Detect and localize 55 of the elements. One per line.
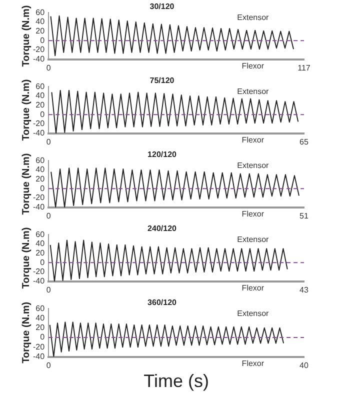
y-tick-label: -40 — [33, 202, 46, 212]
chart-title: 120/120 — [148, 150, 178, 160]
annotation: Extensor — [237, 308, 270, 318]
annotation: Extensor — [237, 86, 270, 96]
y-tick-label: -20 — [33, 342, 46, 352]
text: Flexor — [242, 210, 264, 219]
annotation: Extensor — [237, 160, 270, 170]
y-axis-title: Torque (N.m) — [20, 5, 32, 67]
y-axis-title: Torque (N.m) — [20, 79, 32, 141]
text: Flexor — [242, 62, 264, 71]
y-tick-label: -40 — [33, 276, 46, 286]
y-axis-title: Torque (N.m) — [20, 302, 32, 364]
y-tick-label: -20 — [33, 193, 46, 202]
x-tick-label: 43 — [300, 285, 309, 294]
y-tick-label: 40 — [36, 17, 46, 26]
y-tick-label: 20 — [36, 100, 46, 110]
y-tick-label: 60 — [36, 304, 46, 313]
y-tick-label: -40 — [33, 54, 46, 64]
y-tick-label: 60 — [36, 156, 46, 165]
y-tick-label: 40 — [36, 313, 46, 322]
y-tick-label: -20 — [33, 119, 46, 128]
x-tick-label: 51 — [300, 211, 309, 220]
y-tick-label: 60 — [36, 230, 46, 239]
y-tick-label: 40 — [36, 91, 46, 100]
x-axis-title: Time (s) — [144, 371, 209, 392]
y-tick-label: 20 — [36, 323, 46, 332]
x-tick-label: 65 — [300, 137, 309, 146]
text: Flexor — [242, 136, 264, 145]
chart-title: 240/120 — [148, 224, 178, 234]
y-tick-label: 0 — [40, 332, 46, 342]
y-tick-label: 20 — [36, 248, 46, 258]
y-tick-label: 40 — [36, 165, 46, 174]
chart-title: 75/120 — [150, 76, 175, 86]
y-tick-label: -40 — [33, 352, 46, 362]
x-tick-label: 117 — [298, 63, 311, 72]
annotation: Extensor — [237, 234, 270, 244]
annotation: Extensor — [237, 12, 270, 22]
y-tick-label: 0 — [40, 258, 46, 267]
chart-title: 30/120 — [150, 2, 175, 12]
y-axis-title: Torque (N.m) — [20, 227, 32, 289]
y-tick-label: 0 — [40, 36, 46, 45]
y-tick-label: -40 — [33, 128, 46, 138]
chart-title: 360/120 — [148, 298, 178, 308]
text: Flexor — [242, 284, 264, 293]
y-tick-label: 20 — [36, 26, 46, 36]
y-tick-label: 40 — [36, 239, 46, 248]
y-tick-label: 60 — [36, 82, 46, 91]
y-tick-label: -20 — [33, 45, 46, 54]
y-tick-label: -20 — [33, 267, 46, 276]
text: Flexor — [242, 359, 264, 368]
y-tick-label: 0 — [40, 184, 46, 193]
y-tick-label: 60 — [36, 8, 46, 17]
y-tick-label: 20 — [36, 174, 46, 184]
y-axis-title: Torque (N.m) — [20, 153, 32, 215]
y-tick-label: 0 — [40, 110, 46, 119]
